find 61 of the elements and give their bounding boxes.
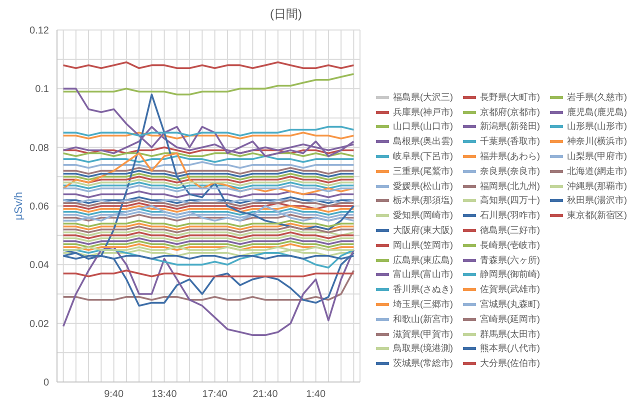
legend-label: 山形県(山形市) — [567, 120, 627, 134]
legend-label: 岡山県(笠岡市) — [393, 238, 453, 252]
legend-label: 岐阜県(下呂市) — [393, 150, 453, 164]
legend-label: 島根県(奥出雲) — [393, 135, 453, 148]
legend-label: 佐賀県(武雄市) — [480, 283, 540, 296]
legend-label: 青森県(六ヶ所) — [480, 254, 540, 267]
legend-label: 沖縄県(那覇市) — [567, 180, 627, 193]
legend-label: 愛媛県(松山市) — [393, 180, 453, 193]
legend-label: 群馬県(太田市) — [480, 328, 540, 341]
y-tick-label: 0.1 — [35, 84, 50, 96]
legend-label: 徳島県(三好市) — [480, 224, 540, 238]
x-tick-label: 17:40 — [202, 389, 228, 398]
legend-label: 京都府(京都市) — [480, 106, 540, 119]
legend-label: 茨城県(常総市) — [393, 357, 453, 370]
legend-label: 長崎県(壱岐市) — [480, 238, 540, 252]
y-axis-title: μSv/h — [12, 192, 25, 220]
legend-label: 奈良県(奈良市) — [480, 164, 540, 178]
legend-label: 兵庫県(神戸市) — [393, 106, 453, 119]
x-tick-label: 21:40 — [252, 389, 278, 398]
legend-label: 静岡県(御前崎) — [480, 268, 540, 282]
y-tick-label: 0.04 — [30, 260, 50, 272]
legend-label: 秋田県(湯沢市) — [567, 194, 627, 208]
y-tick-label: 0.06 — [30, 202, 50, 213]
x-tick-label: 1:40 — [306, 389, 326, 398]
legend-label: 高知県(四万十) — [480, 194, 540, 208]
legend-label: 千葉県(香取市) — [480, 135, 540, 148]
legend-label: 三重県(尾鷲市) — [393, 164, 453, 178]
legend-label: 福岡県(北九州) — [480, 180, 540, 193]
legend-label: 鹿児島(鹿児島) — [567, 106, 627, 119]
x-tick-label: 13:40 — [152, 389, 178, 398]
legend-label: 岩手県(久慈市) — [567, 90, 627, 104]
legend-label: 鳥取県(境港測) — [393, 342, 453, 356]
y-tick-label: 0 — [43, 378, 50, 389]
legend-label: 大阪府(東大阪) — [393, 224, 453, 238]
legend-label: 熊本県(八代市) — [480, 342, 540, 356]
chart-title: (日間) — [270, 6, 302, 23]
legend-label: 滋賀県(甲賀市) — [393, 328, 453, 341]
legend-label: 栃木県(那須塩) — [393, 194, 453, 208]
legend-label: 北海道(網走市) — [567, 164, 627, 178]
legend-label: 長野県(大町市) — [480, 90, 540, 104]
legend-label: 山梨県(甲府市) — [567, 150, 627, 164]
legend-label: 福島県(大沢三) — [393, 90, 453, 104]
legend-label: 香川県(さぬき) — [393, 283, 453, 296]
legend-label: 新潟県(新発田) — [480, 120, 540, 134]
legend-label: 大分県(佐伯市) — [480, 357, 540, 370]
legend-label: 山口県(山口市) — [393, 120, 453, 134]
legend-label: 富山県(富山市) — [393, 268, 453, 282]
legend-label: 神奈川(横浜市) — [567, 135, 627, 148]
legend-label: 東京都(新宿区) — [567, 209, 627, 222]
legend-label: 石川県(羽咋市) — [480, 209, 540, 222]
legend-label: 宮崎県(延岡市) — [480, 312, 540, 326]
legend-label: 愛知県(岡崎市) — [393, 209, 453, 222]
x-tick-label: 9:40 — [104, 389, 124, 398]
legend-label: 埼玉県(三郷市) — [393, 298, 453, 312]
legend-label: 宮城県(丸森町) — [480, 298, 540, 312]
legend-label: 広島県(東広島) — [393, 254, 453, 267]
y-tick-label: 0.02 — [30, 318, 50, 330]
y-tick-label: 0.08 — [30, 142, 50, 154]
legend-label: 和歌山(新宮市) — [393, 312, 453, 326]
y-tick-label: 0.12 — [30, 26, 50, 37]
legend-label: 福井県(あわら) — [480, 150, 540, 164]
